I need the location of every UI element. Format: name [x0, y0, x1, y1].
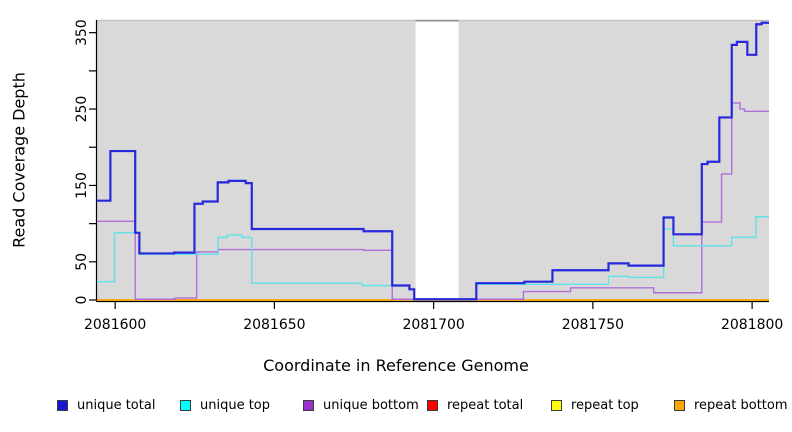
x-tick-label: 2081600: [84, 317, 146, 333]
y-tick-label: 350: [74, 19, 90, 46]
y-tick-label: 250: [74, 96, 90, 123]
y-tick-label: 50: [74, 253, 90, 271]
x-axis-title: Coordinate in Reference Genome: [263, 356, 529, 375]
series-unique-total: [97, 21, 769, 301]
legend-label: repeat bottom: [694, 398, 788, 413]
legend-label: repeat top: [571, 398, 639, 413]
legend-swatch-icon: [551, 400, 562, 411]
legend: unique total unique top unique bottom repea…: [0, 398, 792, 420]
x-tick-label: 2081800: [721, 317, 783, 333]
legend-swatch-icon: [57, 400, 68, 411]
series-unique-bottom: [97, 102, 769, 300]
legend-item-repeat-bottom: repeat bottom: [674, 398, 788, 413]
legend-label: unique top: [200, 398, 271, 413]
legend-label: repeat total: [447, 398, 524, 413]
legend-item-repeat-top: repeat top: [551, 398, 639, 413]
legend-item-unique-top: unique top: [180, 398, 270, 413]
x-tick-label: 2081650: [243, 317, 305, 333]
legend-item-unique-total: unique total: [57, 398, 155, 413]
legend-swatch-icon: [180, 400, 191, 411]
legend-swatch-icon: [674, 400, 685, 411]
legend-label: unique total: [77, 398, 156, 413]
x-tick-label: 2081700: [402, 317, 464, 333]
legend-item-repeat-total: repeat total: [427, 398, 523, 413]
y-tick-label: 150: [74, 172, 90, 199]
legend-item-unique-bottom: unique bottom: [303, 398, 419, 413]
legend-label: unique bottom: [323, 398, 419, 413]
y-tick-label: 0: [74, 296, 90, 305]
legend-swatch-icon: [427, 400, 438, 411]
y-axis-title: Read Coverage Depth: [9, 72, 29, 248]
no-data-gap: [415, 20, 459, 301]
legend-swatch-icon: [303, 400, 314, 411]
x-tick-label: 2081750: [562, 317, 624, 333]
